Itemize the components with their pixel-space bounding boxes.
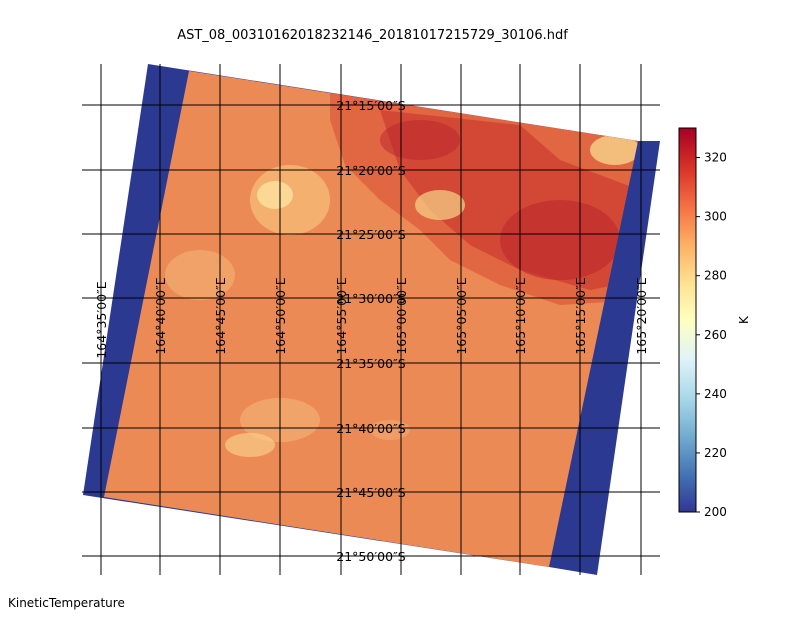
colorbar-tick-label: 300 xyxy=(704,210,727,224)
colorbar-tick-label: 260 xyxy=(704,328,727,342)
lon-label: 164°50′00″E xyxy=(273,277,288,354)
lon-label: 164°55′00″E xyxy=(334,277,349,354)
scene-texture xyxy=(165,90,638,457)
lat-label: 21°25′00″S xyxy=(336,227,405,242)
colorbar-unit-label: K xyxy=(737,315,751,324)
longitude-gridlines xyxy=(100,64,642,575)
lon-label: 165°20′00″E xyxy=(634,277,649,354)
lat-label: 21°30′00″S xyxy=(336,291,405,306)
lon-label: 165°05′00″E xyxy=(454,277,469,354)
lon-label: 165°15′00″E xyxy=(573,277,588,354)
lon-label: 164°40′00″E xyxy=(153,277,168,354)
colorbar-tick-label: 280 xyxy=(704,269,727,283)
lon-label: 164°45′00″E xyxy=(213,277,228,354)
lat-label: 21°45′00″S xyxy=(336,485,405,500)
lat-label: 21°40′00″S xyxy=(336,421,405,436)
latitude-gridlines xyxy=(82,104,660,557)
lon-label: 165°00′00″E xyxy=(394,277,409,354)
map-title: AST_08_00310162018232146_20181017215729_… xyxy=(177,28,568,43)
latitude-labels: 21°15′00″S 21°20′00″S 21°25′00″S 21°30′0… xyxy=(336,98,405,564)
colorbar-ticks: 200 220 240 260 280 300 320 xyxy=(696,151,727,519)
lat-label: 21°50′00″S xyxy=(336,549,405,564)
colorbar-tick-label: 240 xyxy=(704,387,727,401)
lat-label: 21°20′00″S xyxy=(336,163,405,178)
colorbar-tick-label: 200 xyxy=(704,505,727,519)
colorbar xyxy=(678,127,697,513)
longitude-labels: 164°35′00″E 164°40′00″E 164°45′00″E 164°… xyxy=(94,277,649,358)
variable-label: KineticTemperature xyxy=(8,596,125,610)
lat-label: 21°35′00″S xyxy=(336,356,405,371)
lat-label: 21°15′00″S xyxy=(336,98,405,113)
lon-label: 165°10′00″E xyxy=(513,277,528,354)
colorbar-tick-label: 220 xyxy=(704,446,727,460)
colorbar-tick-label: 320 xyxy=(704,151,727,165)
lon-label: 164°35′00″E xyxy=(94,281,109,358)
